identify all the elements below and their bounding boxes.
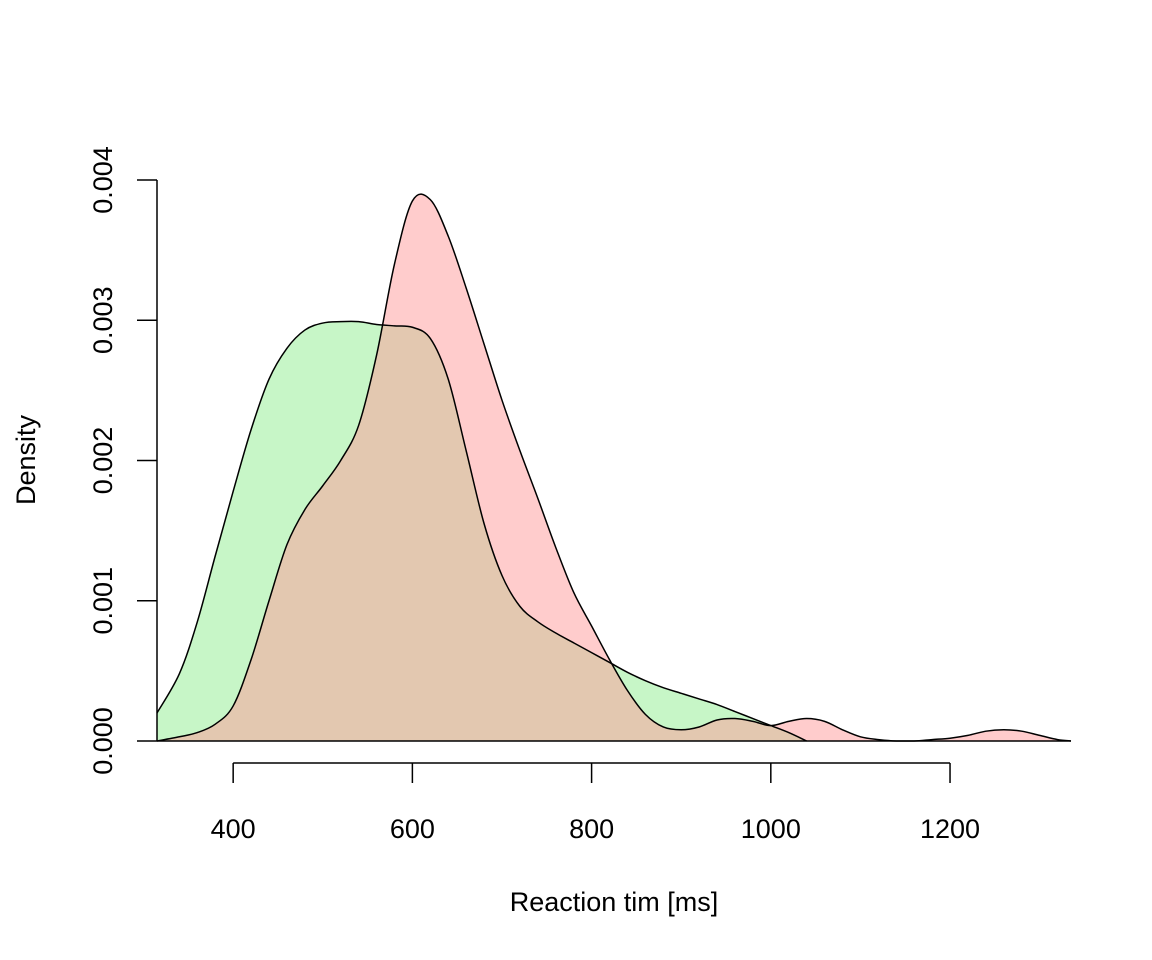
x-axis-title: Reaction tim [ms] xyxy=(510,887,719,917)
density-area-2 xyxy=(157,194,1071,741)
y-tick-label: 0.001 xyxy=(88,567,118,635)
y-tick-label: 0.000 xyxy=(88,707,118,775)
x-tick-label: 400 xyxy=(211,814,256,844)
x-axis: 400 600 800 1000 1200 xyxy=(211,762,980,844)
y-tick-label: 0.002 xyxy=(88,427,118,495)
y-tick-label: 0.004 xyxy=(88,146,118,214)
x-tick-label: 800 xyxy=(569,814,614,844)
x-tick-label: 1000 xyxy=(741,814,801,844)
y-tick-label: 0.003 xyxy=(88,286,118,354)
x-tick-label: 600 xyxy=(390,814,435,844)
density-curve-1 xyxy=(156,320,807,742)
y-axis: 0.000 0.001 0.002 0.003 0.004 xyxy=(88,146,158,775)
x-tick-label: 1200 xyxy=(920,814,980,844)
y-axis-title: Density xyxy=(11,414,41,505)
density-fills xyxy=(157,194,1071,741)
